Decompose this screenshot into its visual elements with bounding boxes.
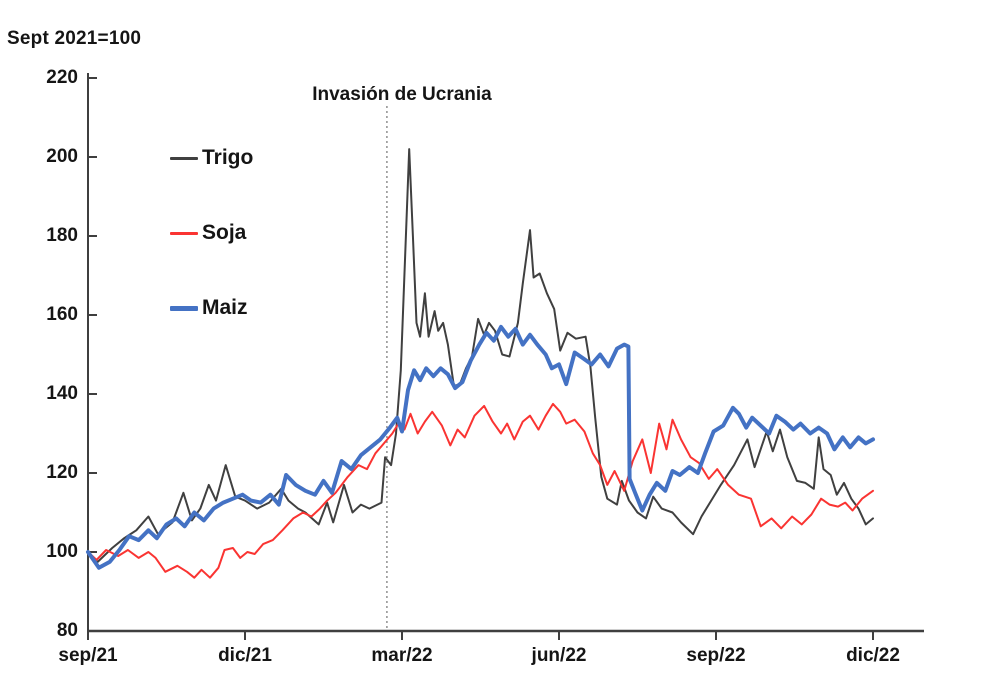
series-line-trigo: [87, 148, 874, 563]
y-axis-label-220: 220: [46, 67, 78, 88]
series-line-soja: [87, 402, 874, 579]
soja-line-swatch-icon: [170, 231, 198, 235]
maiz-line-swatch-icon: [170, 305, 198, 311]
x-axis-label-dic-22: dic/22: [846, 645, 900, 666]
y-axis-label-200: 200: [46, 146, 78, 167]
x-axis-label-sep-21: sep/21: [58, 645, 118, 666]
trigo-line-swatch-icon: [170, 156, 198, 160]
y-axis-label-160: 160: [46, 304, 78, 325]
legend-label-maiz: Maiz: [202, 296, 248, 319]
x-axis-label-jun-22: jun/22: [531, 645, 587, 666]
x-axis-label-dic-21: dic/21: [218, 645, 272, 666]
legend-item-soja: Soja: [170, 221, 246, 245]
series-line-maiz: [86, 324, 875, 570]
y-axis-label-80: 80: [56, 620, 78, 641]
event-annotation-label: Invasión de Ucrania: [312, 84, 492, 105]
y-axis-label-140: 140: [46, 383, 78, 404]
x-axis-label-sep-22: sep/22: [686, 645, 746, 666]
y-axis-label-120: 120: [46, 462, 78, 483]
legend-label-soja: Soja: [202, 221, 247, 244]
legend-label-trigo: Trigo: [202, 146, 254, 169]
y-axis-label-100: 100: [46, 541, 78, 562]
x-axis-label-mar-22: mar/22: [371, 645, 433, 666]
y-axis-label-180: 180: [46, 225, 78, 246]
legend-item-maiz: Maiz: [170, 296, 248, 320]
chart-title: Sept 2021=100: [7, 28, 142, 49]
legend-item-trigo: Trigo: [170, 146, 253, 170]
